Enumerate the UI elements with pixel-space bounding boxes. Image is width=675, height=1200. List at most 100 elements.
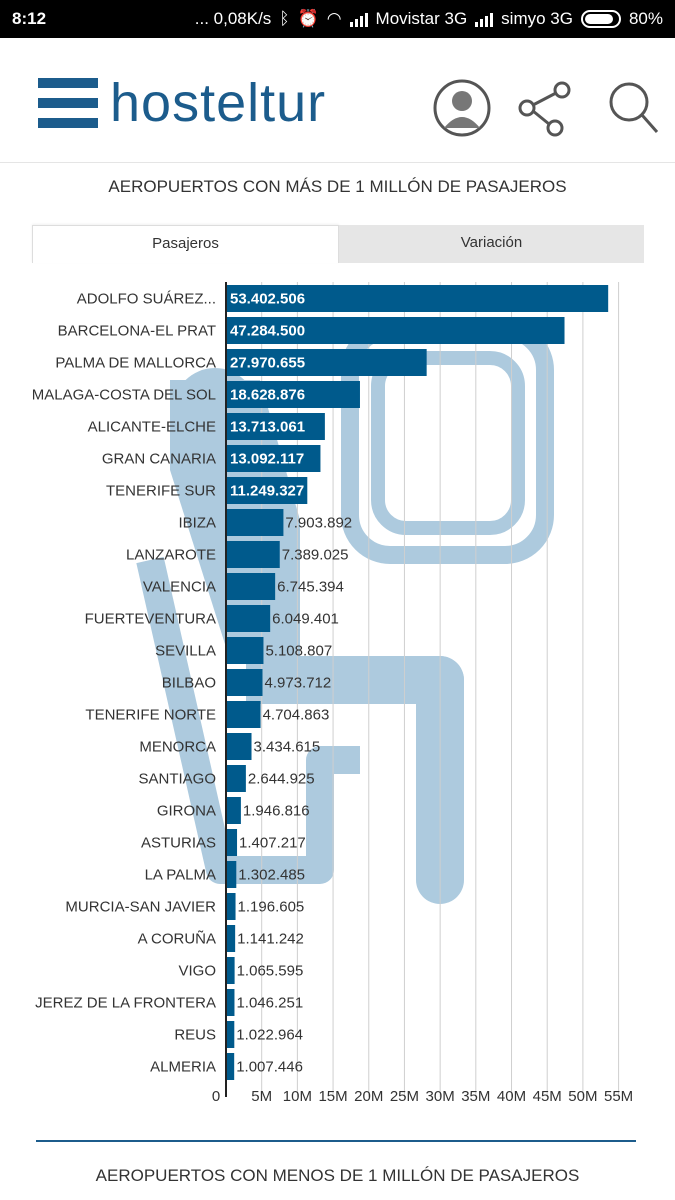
bar[interactable] bbox=[227, 893, 236, 920]
category-label: ALICANTE-ELCHE bbox=[88, 419, 216, 436]
data-label: 4.704.863 bbox=[263, 707, 330, 724]
data-label: 1.046.251 bbox=[236, 995, 303, 1012]
category-label: GRAN CANARIA bbox=[102, 451, 216, 468]
status-speed: ... 0,08K/s bbox=[194, 9, 272, 28]
data-label: 1.196.605 bbox=[238, 899, 305, 916]
category-label: ADOLFO SUÁREZ... bbox=[77, 291, 216, 308]
data-label: 3.434.615 bbox=[254, 739, 321, 756]
x-tick-label: 15M bbox=[318, 1088, 347, 1105]
bar[interactable] bbox=[227, 413, 325, 440]
x-tick-label: 20M bbox=[354, 1088, 383, 1105]
category-label: FUERTEVENTURA bbox=[85, 611, 216, 628]
divider bbox=[36, 1140, 636, 1142]
bluetooth-icon: ᛒ bbox=[279, 9, 290, 28]
category-label: SANTIAGO bbox=[138, 771, 216, 788]
category-label: BILBAO bbox=[162, 675, 216, 692]
bar[interactable] bbox=[227, 477, 308, 504]
data-label: 13.713.061 bbox=[230, 419, 305, 436]
bar[interactable] bbox=[227, 541, 280, 568]
logo[interactable]: hosteltur bbox=[38, 73, 326, 133]
bar[interactable] bbox=[227, 925, 236, 952]
logo-text: hosteltur bbox=[110, 73, 327, 133]
tab-pasajeros[interactable]: Pasajeros bbox=[32, 225, 339, 263]
bar[interactable] bbox=[227, 1021, 235, 1048]
x-tick-label: 25M bbox=[390, 1088, 419, 1105]
data-label: 5.108.807 bbox=[265, 643, 332, 660]
data-label: 4.973.712 bbox=[265, 675, 332, 692]
category-label: TENERIFE SUR bbox=[106, 483, 216, 500]
bar[interactable] bbox=[227, 349, 427, 376]
data-label: 18.628.876 bbox=[230, 387, 305, 404]
bar[interactable] bbox=[227, 669, 263, 696]
status-time: 8:12 bbox=[12, 9, 47, 28]
signal-icon bbox=[349, 11, 368, 27]
bar[interactable] bbox=[227, 701, 261, 728]
data-label: 13.092.117 bbox=[230, 451, 304, 468]
section-title: AEROPUERTOS CON MÁS DE 1 MILLÓN DE PASAJ… bbox=[108, 177, 567, 196]
category-label: MURCIA-SAN JAVIER bbox=[65, 899, 216, 916]
category-label: LANZAROTE bbox=[126, 547, 216, 564]
x-tick-label: 55M bbox=[604, 1088, 633, 1105]
bar[interactable] bbox=[227, 989, 235, 1016]
bar[interactable] bbox=[227, 317, 565, 344]
data-label: 2.644.925 bbox=[248, 771, 315, 788]
status-right: ... 0,08K/s ᛒ ⏰ ◠ Movistar 3G simyo 3G 8… bbox=[195, 9, 663, 29]
bar[interactable] bbox=[227, 381, 360, 408]
category-label: BARCELONA-EL PRAT bbox=[58, 323, 216, 340]
data-label: 7.389.025 bbox=[282, 547, 349, 564]
bar[interactable] bbox=[227, 1053, 235, 1080]
section-title-2: AEROPUERTOS CON MENOS DE 1 MILLÓN DE PAS… bbox=[95, 1166, 580, 1185]
x-tick-label: 40M bbox=[497, 1088, 526, 1105]
bar[interactable] bbox=[227, 445, 321, 472]
data-label: 1.407.217 bbox=[239, 835, 306, 852]
bar[interactable] bbox=[227, 573, 276, 600]
user-icon[interactable] bbox=[432, 78, 492, 138]
x-tick-label: 10M bbox=[283, 1088, 312, 1105]
status-carrier2: simyo 3G bbox=[501, 9, 573, 28]
data-label: 1.022.964 bbox=[236, 1027, 303, 1044]
bar[interactable] bbox=[227, 733, 252, 760]
data-label: 1.946.816 bbox=[243, 803, 310, 820]
category-label: MENORCA bbox=[139, 739, 216, 756]
category-label: JEREZ DE LA FRONTERA bbox=[35, 995, 216, 1012]
data-label: 53.402.506 bbox=[230, 291, 305, 308]
bar[interactable] bbox=[227, 605, 271, 632]
data-label: 1.141.242 bbox=[237, 931, 304, 948]
data-label: 1.065.595 bbox=[237, 963, 304, 980]
search-icon[interactable] bbox=[605, 78, 665, 138]
alarm-icon: ⏰ bbox=[297, 9, 319, 28]
x-tick-label: 0 bbox=[212, 1088, 220, 1105]
category-label: TENERIFE NORTE bbox=[85, 707, 216, 724]
category-label: GIRONA bbox=[157, 803, 216, 820]
data-label: 47.284.500 bbox=[230, 323, 305, 340]
category-label: A CORUÑA bbox=[138, 931, 216, 948]
data-label: 6.049.401 bbox=[272, 611, 339, 628]
bar[interactable] bbox=[227, 285, 609, 312]
tab-variacion[interactable]: Variación bbox=[339, 225, 644, 263]
x-tick-label: 35M bbox=[461, 1088, 490, 1105]
bars bbox=[227, 285, 609, 1080]
category-label: SEVILLA bbox=[155, 643, 216, 660]
data-label: 6.745.394 bbox=[277, 579, 344, 596]
data-label: 11.249.327 bbox=[230, 483, 304, 500]
bar[interactable] bbox=[227, 637, 264, 664]
menu-icon[interactable] bbox=[38, 78, 98, 128]
bar[interactable] bbox=[227, 829, 238, 856]
x-tick-label: 30M bbox=[426, 1088, 455, 1105]
data-label: 1.007.446 bbox=[236, 1059, 303, 1076]
bar[interactable] bbox=[227, 509, 284, 536]
data-label: 1.302.485 bbox=[238, 867, 305, 884]
bar[interactable] bbox=[227, 797, 241, 824]
x-tick-label: 50M bbox=[568, 1088, 597, 1105]
data-label: 27.970.655 bbox=[230, 355, 305, 372]
wifi-icon: ◠ bbox=[326, 9, 342, 28]
x-tick-label: 45M bbox=[533, 1088, 562, 1105]
category-label: REUS bbox=[174, 1027, 216, 1044]
bar[interactable] bbox=[227, 861, 237, 888]
bar[interactable] bbox=[227, 765, 246, 792]
share-icon[interactable] bbox=[515, 78, 575, 138]
tab-bar: Pasajeros Variación bbox=[32, 225, 644, 263]
status-bar: 8:12 ... 0,08K/s ᛒ ⏰ ◠ Movistar 3G simyo… bbox=[0, 0, 675, 38]
bar[interactable] bbox=[227, 957, 235, 984]
